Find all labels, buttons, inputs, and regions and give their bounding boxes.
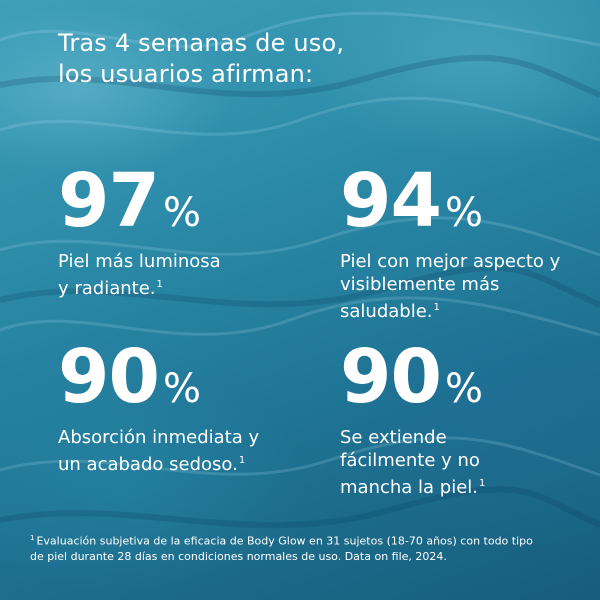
headline-line-1: Tras 4 semanas de uso, xyxy=(58,29,345,57)
water-shadow xyxy=(0,54,600,98)
water-ripple xyxy=(0,11,600,48)
stat-description: Piel más luminosa y radiante.1 xyxy=(58,250,221,300)
stat-description-line: Piel con mejor aspecto y xyxy=(340,251,561,272)
stat-percentage: 90 % xyxy=(340,340,485,414)
stat-description-text: mancha la piel. xyxy=(340,477,479,498)
water-shadow xyxy=(0,264,600,308)
footnote-line-2: de piel durante 28 días en condiciones n… xyxy=(30,549,447,563)
footnote: 1 Evaluación subjetiva de la eficacia de … xyxy=(30,531,590,564)
headline: Tras 4 semanas de uso, los usuarios afir… xyxy=(58,28,344,90)
stat-description-line: Se extiende xyxy=(340,427,447,448)
stat-description-line: Piel más luminosa xyxy=(58,251,221,272)
footnote-marker: 1 xyxy=(30,534,35,542)
stat-description-text: un acabado sedoso. xyxy=(58,454,238,475)
stat-spreadability: 90 % Se extiende fácilmente y no mancha … xyxy=(340,340,485,499)
footnote-line-1: Evaluación subjetiva de la eficacia de B… xyxy=(36,534,533,548)
water-ripple xyxy=(0,216,600,257)
footnote-ref: 1 xyxy=(479,478,486,489)
water-ripple xyxy=(0,96,600,142)
stat-description-line: un acabado sedoso.1 xyxy=(58,449,259,476)
stat-description-text: saludable. xyxy=(340,301,433,322)
stat-value: 97 xyxy=(58,158,160,244)
stat-description-line: y radiante.1 xyxy=(58,273,221,300)
percent-sign: % xyxy=(162,366,201,412)
stat-value: 94 xyxy=(340,158,442,244)
stat-description: Se extiende fácilmente y no mancha la pi… xyxy=(340,426,485,499)
stat-percentage: 97 % xyxy=(58,164,221,238)
stat-description-line: saludable.1 xyxy=(340,296,560,323)
stat-percentage: 94 % xyxy=(340,164,560,238)
percent-sign: % xyxy=(444,190,483,236)
stat-description: Absorción inmediata y un acabado sedoso.… xyxy=(58,426,259,476)
stat-value: 90 xyxy=(340,334,442,420)
stat-description-line: visiblemente más xyxy=(340,274,500,295)
footnote-ref: 1 xyxy=(433,302,440,313)
stat-percentage: 90 % xyxy=(58,340,259,414)
stat-absorption: 90 % Absorción inmediata y un acabado se… xyxy=(58,340,259,476)
stat-description: Piel con mejor aspecto y visiblemente má… xyxy=(340,250,560,323)
stat-description-line: fácilmente y no xyxy=(340,450,480,471)
percent-sign: % xyxy=(444,366,483,412)
water-shadow xyxy=(0,486,600,529)
stat-description-line: mancha la piel.1 xyxy=(340,472,485,499)
footnote-ref: 1 xyxy=(238,455,246,466)
water-ripple xyxy=(0,436,600,477)
stat-description-text: y radiante. xyxy=(58,278,156,299)
stat-healthier-look: 94 % Piel con mejor aspecto y visiblemen… xyxy=(340,164,560,323)
stat-description-line: Absorción inmediata y xyxy=(58,427,260,448)
percent-sign: % xyxy=(162,190,201,236)
footnote-ref: 1 xyxy=(156,279,163,290)
stat-value: 90 xyxy=(58,334,160,420)
stat-luminosity: 97 % Piel más luminosa y radiante.1 xyxy=(58,164,221,300)
water-ripple xyxy=(0,296,600,337)
headline-line-2: los usuarios afirman: xyxy=(58,60,314,88)
